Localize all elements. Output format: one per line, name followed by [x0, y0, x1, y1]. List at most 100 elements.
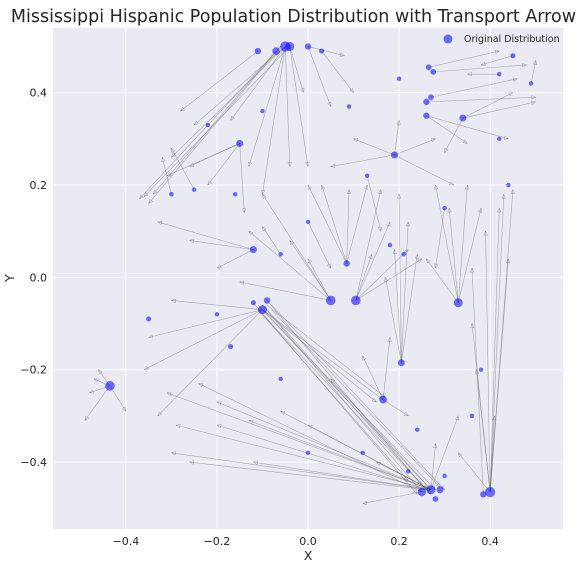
arrow-head: [230, 115, 235, 121]
transport-arrow: [248, 419, 432, 491]
arrow-shaft: [180, 50, 259, 112]
x-axis-label: X: [304, 548, 313, 563]
arrow-shaft: [248, 46, 286, 167]
arrow-head: [466, 71, 472, 77]
arrow-shaft: [321, 184, 347, 264]
arrow-head: [320, 184, 326, 190]
arrow-head: [189, 238, 195, 244]
arrow-shaft: [382, 337, 391, 400]
arrow-shaft: [257, 309, 409, 481]
arrow-head: [403, 411, 409, 417]
arrow-shaft: [189, 143, 240, 167]
arrow-head: [512, 77, 519, 82]
arrow-shaft: [262, 226, 281, 255]
arrow-head: [198, 383, 204, 388]
transport-arrow: [470, 322, 491, 493]
transport-arrow: [469, 267, 484, 495]
arrow-head: [371, 397, 377, 403]
arrow-shaft: [330, 154, 395, 167]
arrow-head: [469, 267, 475, 273]
arrow-shaft: [239, 143, 245, 213]
transport-arrow: [248, 230, 331, 301]
data-point: [405, 469, 411, 474]
arrow-shaft: [366, 175, 382, 232]
data-point: [346, 104, 352, 109]
arrow-head: [326, 263, 332, 269]
arrow-head: [252, 460, 258, 465]
transport-arrow: [434, 184, 459, 303]
data-point: [442, 473, 447, 479]
arrow-head: [161, 156, 166, 162]
arrow-shaft: [430, 415, 459, 490]
data-point: [497, 136, 502, 142]
arrow-head: [307, 184, 312, 190]
arrow-head: [375, 461, 382, 466]
arrow-shaft: [394, 154, 454, 186]
data-point: [428, 94, 434, 101]
transport-arrow: [266, 300, 423, 486]
data-point: [469, 413, 475, 419]
y-tick-label: 0.2: [30, 179, 48, 192]
grid-lines: [53, 28, 563, 529]
data-point: [214, 312, 220, 317]
arrow-head: [280, 410, 286, 416]
arrow-shaft: [362, 355, 384, 400]
arrow-shaft: [157, 309, 263, 417]
arrow-head: [396, 119, 401, 125]
transport-arrow: [483, 230, 491, 493]
transport-arrow: [166, 392, 432, 491]
transport-arrow: [444, 117, 464, 154]
arrow-shaft: [489, 194, 505, 493]
arrow-shaft: [426, 96, 536, 103]
arrow-shaft: [109, 385, 127, 412]
transport-arrow: [430, 77, 519, 98]
arrow-shaft: [353, 138, 395, 156]
arrow-shaft: [289, 240, 332, 301]
transport-arrow: [355, 189, 383, 301]
arrow-shaft: [426, 115, 509, 140]
data-point: [442, 205, 447, 211]
transport-arrow: [352, 138, 395, 156]
transport-arrow: [394, 119, 401, 156]
transport-arrow: [355, 253, 373, 301]
transport-arrow: [216, 424, 427, 491]
arrow-head: [434, 184, 439, 190]
arrow-shaft: [262, 46, 286, 195]
transport-arrows: [84, 46, 538, 505]
arrow-shaft: [435, 208, 445, 269]
arrow-shaft: [189, 240, 254, 250]
arrow-shaft: [307, 46, 332, 107]
arrow-shaft: [444, 117, 464, 153]
arrow-shaft: [189, 461, 427, 491]
transport-arrow: [430, 415, 459, 490]
transport-arrow: [170, 451, 431, 491]
arrow-shaft: [216, 401, 432, 491]
data-point: [169, 191, 174, 197]
arrow-head: [387, 336, 392, 342]
transport-arrow: [474, 369, 491, 493]
arrow-head: [510, 189, 515, 195]
arrow-shaft: [84, 385, 111, 421]
transport-arrow: [433, 63, 528, 73]
arrow-head: [417, 480, 423, 486]
arrow-head: [121, 406, 127, 412]
arrow-head: [189, 162, 195, 167]
y-tick-label: 0.4: [30, 87, 48, 100]
transport-arrow: [152, 50, 277, 195]
transport-arrow: [307, 258, 332, 301]
arrow-shaft: [271, 304, 445, 490]
arrow-shaft: [426, 258, 459, 303]
arrow-head: [327, 101, 332, 108]
arrow-head: [241, 208, 247, 214]
arrow-head: [396, 193, 402, 199]
transport-arrow: [375, 461, 432, 491]
arrow-shaft: [166, 392, 432, 491]
transport-arrow: [284, 46, 292, 168]
arrow-shaft: [230, 46, 286, 121]
arrow-head: [368, 253, 373, 259]
arrow-shaft: [489, 189, 514, 493]
transport-arrow: [401, 253, 419, 363]
x-tick-label: 0.2: [390, 535, 408, 548]
transport-arrow: [84, 385, 111, 421]
